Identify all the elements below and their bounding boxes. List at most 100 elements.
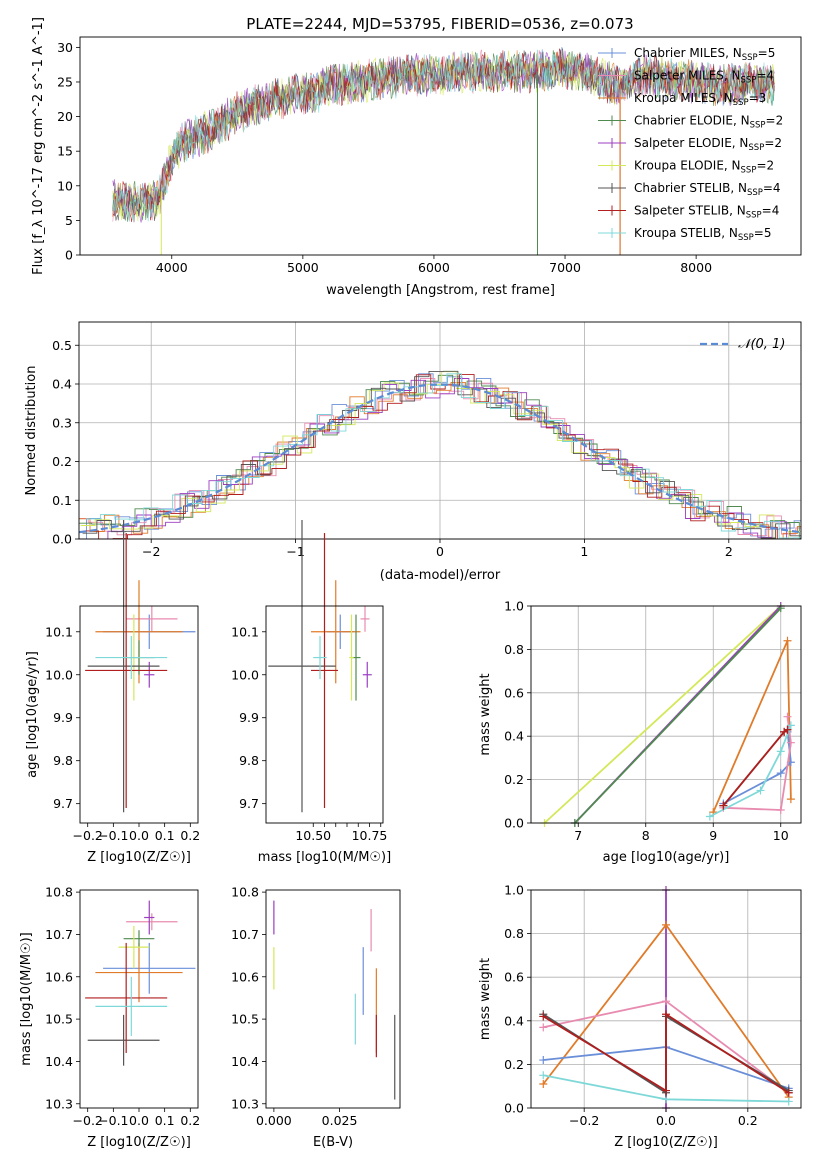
x-tick-label: 10.75 — [352, 828, 388, 843]
legend-label: Kroupa ELODIE, NSSP=2 — [634, 159, 774, 176]
weight-marker — [719, 801, 728, 810]
y-axis-label: mass weight — [478, 958, 493, 1040]
y-axis-label: Normed distribution — [24, 366, 39, 496]
x-tick-label: 4000 — [156, 260, 188, 275]
x-tick-label: 10 — [773, 828, 789, 843]
y-tick-label: 9.8 — [239, 753, 259, 768]
x-tick-label: 7000 — [549, 260, 581, 275]
x-tick-label: 9 — [709, 828, 717, 843]
histogram-step — [85, 373, 801, 539]
axes-frame — [79, 889, 199, 1109]
weight-line — [722, 731, 792, 805]
mass-vs-ebv-panel: 0.000 0.025 10.3 10.4 10.5 10.6 10.7 10.8 E(B-V) — [231, 885, 401, 1150]
legend-label: Salpeter ELODIE, NSSP=2 — [634, 136, 782, 153]
y-tick-label: 5 — [65, 213, 73, 228]
y-tick-label: 10.4 — [231, 1054, 259, 1069]
y-tick-label: 9.8 — [53, 753, 73, 768]
y-tick-label: 10.3 — [45, 1096, 73, 1111]
weight-marker — [539, 1012, 548, 1021]
y-tick-label: 20 — [57, 109, 73, 124]
y-tick-label: 0.2 — [504, 772, 524, 787]
y-axis-label: Flux [f_λ 10^-17 erg cm^-2 s^-1 A^-1] — [31, 17, 46, 275]
plot-area — [539, 886, 793, 1112]
weight-line — [709, 725, 792, 818]
y-tick-label: 10.4 — [45, 1054, 73, 1069]
weight-marker — [776, 769, 785, 778]
y-tick-label: 0 — [65, 248, 73, 263]
y-tick-label: 0.8 — [504, 926, 524, 941]
legend-label: Salpeter MILES, NSSP=4 — [634, 69, 774, 86]
y-tick-label: 9.7 — [239, 796, 259, 811]
x-axis-label: Z [log10(Z/Z☉)] — [614, 1135, 718, 1150]
plot-area — [85, 520, 196, 813]
x-tick-label: −0.2 — [73, 1113, 103, 1128]
y-tick-label: 10.5 — [45, 1012, 73, 1027]
x-tick-label: 0.2 — [180, 1113, 200, 1128]
weight-marker — [786, 721, 795, 730]
weight-marker — [783, 636, 792, 645]
x-tick-label: 0.0 — [656, 1113, 676, 1128]
axes-frame — [265, 605, 384, 824]
weight-marker — [662, 920, 670, 929]
x-axis-label: Z [log10(Z/Z☉)] — [87, 1135, 191, 1150]
residual-legend: 𝒩(0, 1) — [700, 337, 785, 352]
x-axis-label: Z [log10(Z/Z☉)] — [87, 850, 191, 865]
y-tick-label: 9.9 — [53, 710, 73, 725]
weight-marker — [784, 1097, 793, 1106]
weight-line — [574, 607, 782, 824]
axes-frame — [530, 605, 802, 824]
plot-area — [112, 46, 775, 255]
y-tick-label: 0.2 — [52, 454, 72, 469]
y-tick-label: 10 — [57, 178, 73, 193]
weight-marker — [776, 805, 785, 814]
x-tick-label: −0.2 — [73, 828, 103, 843]
y-tick-label: 10.1 — [45, 624, 73, 639]
weight-marker — [786, 795, 795, 804]
x-tick-label: −0.2 — [569, 1113, 599, 1128]
figure-title: PLATE=2244, MJD=53795, FIBERID=0536, z=0… — [246, 15, 633, 33]
y-tick-label: 0.4 — [504, 729, 524, 744]
x-tick-label: 8000 — [680, 260, 712, 275]
x-tick-label: 0.0 — [129, 1113, 149, 1128]
y-tick-label: 10.7 — [231, 927, 259, 942]
weight-vs-age-panel: 7 8 9 10 0.0 0.2 0.4 0.6 0.8 1.0 age [log10(age/yr… — [478, 599, 802, 865]
y-tick-label: 0.0 — [504, 816, 524, 831]
y-tick-label: 0.0 — [52, 532, 72, 547]
axes-frame — [78, 321, 802, 540]
x-axis-label: (data-model)/error — [380, 568, 501, 583]
x-tick-label: −1 — [286, 544, 304, 559]
weight-marker — [784, 1088, 793, 1097]
age-vs-Z-panel: −0.2−0.1 0.0 0.1 0.29.79.89.910.010.1Z [log… — [25, 520, 200, 865]
spectrum-line — [112, 49, 775, 222]
spectrum-line — [112, 48, 775, 223]
x-tick-label: −2 — [142, 544, 160, 559]
legend-label: Chabrier MILES, NSSP=5 — [634, 46, 775, 63]
x-tick-label: 2 — [725, 544, 733, 559]
y-tick-label: 25 — [57, 74, 73, 89]
x-tick-label: 0.2 — [180, 828, 200, 843]
y-tick-label: 10.6 — [45, 969, 73, 984]
x-tick-label: 0.000 — [256, 1113, 292, 1128]
x-tick-label: 0.025 — [322, 1113, 358, 1128]
weight-line — [542, 1012, 790, 1094]
y-tick-label: 9.7 — [53, 796, 73, 811]
weight-marker — [776, 747, 785, 756]
x-tick-label: 0.0 — [129, 828, 149, 843]
weight-marker — [776, 604, 785, 613]
y-tick-label: 0.5 — [52, 338, 72, 353]
axes-frame — [79, 605, 199, 824]
legend-label: 𝒩(0, 1) — [738, 337, 785, 352]
y-tick-label: 10.8 — [231, 885, 259, 900]
weight-marker — [662, 1086, 670, 1095]
histogram-step — [84, 374, 801, 539]
axes-frame — [530, 889, 802, 1109]
weight-line — [543, 605, 782, 824]
normal-curve — [79, 383, 801, 534]
x-tick-label: −0.1 — [98, 828, 128, 843]
weight-marker — [783, 712, 792, 721]
histogram-step — [79, 381, 801, 539]
legend-label: Chabrier ELODIE, NSSP=2 — [634, 114, 783, 131]
y-tick-label: 10.5 — [231, 1012, 259, 1027]
x-axis-label: wavelength [Angstrom, rest frame] — [326, 283, 555, 298]
y-tick-label: 10.6 — [231, 969, 259, 984]
